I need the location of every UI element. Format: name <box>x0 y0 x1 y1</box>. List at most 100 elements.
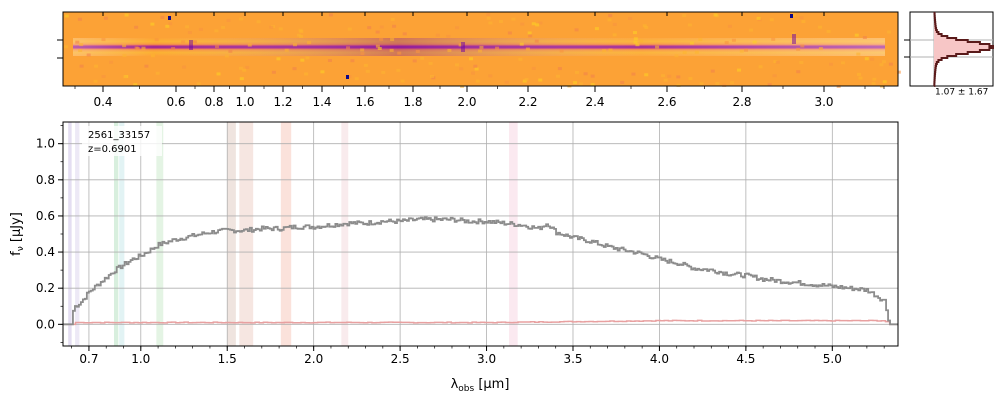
heatmap-pixel <box>284 48 289 52</box>
heatmap-pixel <box>620 80 625 84</box>
x-tick-label-3: 2.0 <box>304 352 323 366</box>
heatmap-pixel <box>474 67 479 71</box>
heatmap-pixel <box>528 34 533 38</box>
emission-band-0 <box>68 122 72 346</box>
heatmap-pixel <box>367 26 372 30</box>
heatmap-pixel <box>635 43 640 47</box>
heatmap-pixel <box>818 25 823 29</box>
heatmap-pixel <box>744 48 749 52</box>
heatmap-pixel <box>699 82 704 86</box>
heatmap-pixel <box>752 40 757 44</box>
heatmap-pixel <box>389 48 394 52</box>
heatmap-noise <box>64 13 901 88</box>
heatmap-pixel <box>722 83 727 87</box>
x-axis-label: λobs [μm] <box>451 377 510 394</box>
heatmap-pixel <box>881 60 886 64</box>
heatmap-x-tick-label-7: 1.8 <box>403 95 422 109</box>
heatmap-pixel <box>687 23 692 27</box>
heatmap-x-tick-label-11: 2.6 <box>657 95 676 109</box>
heatmap-pixel <box>420 56 425 60</box>
spectrum-panel: 0.7 1.0 1.5 2.0 2.5 3.0 3.5 4.0 4.5 5.0 0.0 0.2 0.4… <box>9 121 899 394</box>
heatmap-pixel <box>655 45 660 49</box>
heatmap-pixel <box>888 62 893 66</box>
redshift-label: z=0.6901 <box>88 144 137 155</box>
heatmap-pixel <box>375 44 380 48</box>
y-tick-label-4: 0.8 <box>36 173 55 187</box>
heatmap-pixel <box>520 22 525 26</box>
heatmap-pixel <box>715 82 720 86</box>
heatmap-pixel <box>507 31 512 35</box>
heatmap-pixel <box>402 32 407 36</box>
heatmap-pixel <box>531 66 536 70</box>
heatmap-pixel <box>628 16 633 20</box>
x-tick-label-2: 1.5 <box>218 352 237 366</box>
heatmap-pixel <box>758 65 763 69</box>
emission-band-4 <box>156 122 164 346</box>
heatmap-pixel <box>123 75 128 79</box>
heatmap-pixel <box>775 60 780 64</box>
heatmap-pixel <box>525 47 530 51</box>
heatmap-pixel <box>739 49 744 53</box>
heatmap-pixel <box>676 75 681 79</box>
heatmap-pixel <box>239 17 244 21</box>
heatmap-pixel <box>479 45 484 49</box>
heatmap-pixel <box>392 24 397 28</box>
heatmap-pixel <box>559 49 564 53</box>
profile-fill <box>934 12 993 86</box>
heatmap-pixel <box>488 74 493 78</box>
heatmap-pixel <box>293 43 298 47</box>
heatmap-pixel <box>633 37 638 41</box>
heatmap-pixel <box>504 80 509 84</box>
heatmap-pixel <box>122 53 127 57</box>
emission-band-7 <box>280 122 292 346</box>
heatmap-pixel <box>77 17 82 21</box>
heatmap-pixel <box>475 79 480 83</box>
heatmap-pixel <box>228 49 233 53</box>
heatmap-pixel <box>710 69 715 73</box>
heatmap-pixel <box>221 25 226 29</box>
heatmap-pixel <box>773 60 778 64</box>
heatmap-pixel <box>756 16 761 20</box>
heatmap-pixel <box>682 50 687 54</box>
object-id-label: 2561_33157 <box>88 130 150 141</box>
heatmap-pixel <box>276 57 281 61</box>
heatmap-pixel <box>412 59 417 63</box>
y-tick-label-5: 1.0 <box>36 137 55 151</box>
heatmap-pixel <box>522 79 527 83</box>
heatmap-pixel <box>864 57 869 61</box>
heatmap-pixel <box>473 64 478 68</box>
heatmap-pixel <box>135 47 140 51</box>
heatmap-pixel <box>800 44 805 48</box>
x-tick-label-9: 5.0 <box>823 352 842 366</box>
heatmap-pixel <box>396 68 401 72</box>
heatmap-pixel <box>346 46 351 50</box>
heatmap-pixel <box>590 83 595 87</box>
heatmap-dark-column-0 <box>189 40 193 50</box>
heatmap-pixel <box>144 64 149 68</box>
heatmap-pixel <box>365 69 370 73</box>
heatmap-pixel <box>459 67 464 71</box>
x-ticks: 0.7 1.0 1.5 2.0 2.5 3.0 3.5 4.0 4.5 5.0 <box>71 346 885 366</box>
heatmap-pixel <box>840 61 845 65</box>
emission-band-8 <box>341 122 349 346</box>
heatmap-pixel <box>858 76 863 80</box>
y-ticks: 0.0 0.2 0.4 0.6 0.8 1.0 <box>36 125 63 343</box>
heatmap-pixel <box>607 18 612 22</box>
heatmap-pixel <box>103 16 108 20</box>
heatmap-pixel <box>446 34 451 38</box>
x-tick-label-1: 1.0 <box>131 352 150 366</box>
x-tick-label-8: 4.5 <box>736 352 755 366</box>
heatmap-pixel <box>458 43 463 47</box>
y-axis-label-sub: ν <box>16 246 26 251</box>
heatmap-pixel <box>495 46 500 50</box>
heatmap-pixel <box>124 13 129 17</box>
heatmap-pixel <box>150 22 155 26</box>
heatmap-pixel <box>79 43 84 47</box>
heatmap-x-tick-label-9: 2.2 <box>518 95 537 109</box>
heatmap-pixel <box>612 22 617 26</box>
heatmap-pixel <box>661 74 666 78</box>
heatmap-pixel <box>694 50 699 54</box>
emission-line-bands <box>68 122 518 346</box>
emission-band-6 <box>239 122 254 346</box>
heatmap-pixel <box>791 14 796 18</box>
